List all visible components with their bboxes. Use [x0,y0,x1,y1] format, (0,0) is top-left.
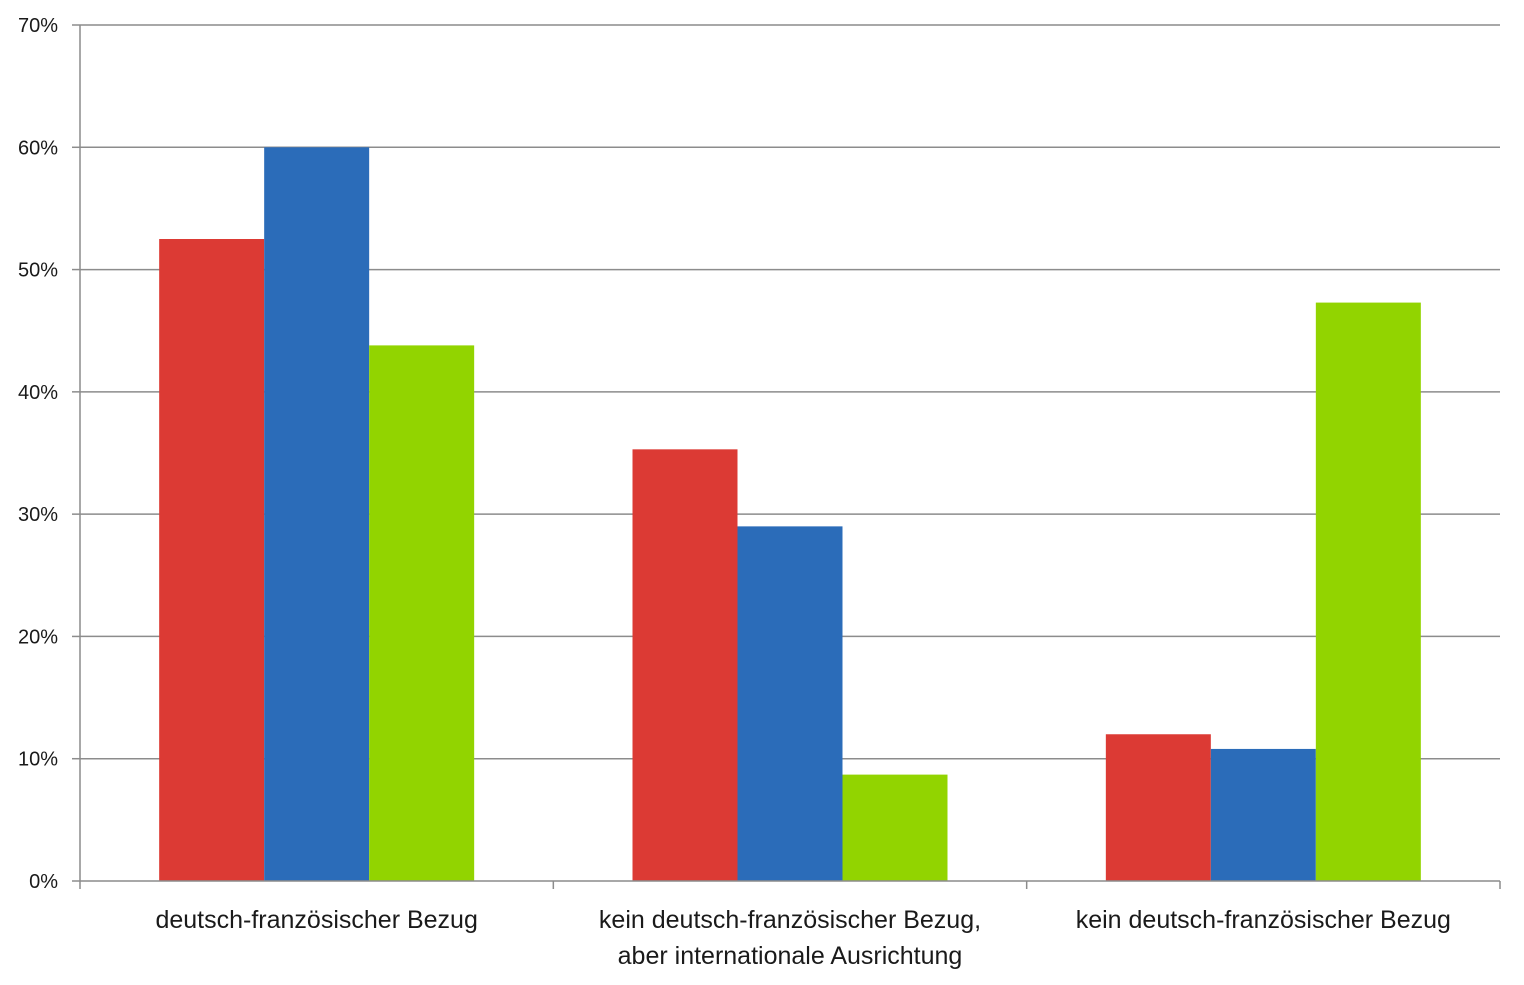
y-axis-tick-labels: 0% 10% 20% 30% 40% 50% 60% 70% [18,15,58,893]
y-tick-label: 70% [18,15,58,37]
bar [632,449,738,881]
y-tick-label: 20% [18,626,58,648]
x-category-label: kein deutsch-französischer Bezug, [599,906,981,934]
y-tick-label: 30% [18,504,58,526]
x-category-label: kein deutsch-französischer Bezug [1076,906,1451,934]
bar [737,526,843,881]
y-tick-label: 50% [18,260,58,282]
bar [1105,734,1211,881]
x-axis-category-labels: deutsch-französischer Bezug kein deutsch-… [155,906,1450,970]
bar [264,147,370,882]
y-tick-label: 60% [18,137,58,159]
bar [369,345,475,882]
axes [72,24,1501,889]
bar [159,239,265,881]
bar [842,774,948,881]
x-category-label: aber internationale Ausrichtung [618,942,963,970]
bar [1315,302,1421,881]
y-tick-label: 40% [18,382,58,404]
bars [159,147,1421,882]
bar [1210,748,1316,881]
y-tick-label: 10% [18,749,58,771]
x-category-label: deutsch-französischer Bezug [155,906,477,934]
y-tick-label: 0% [29,871,58,893]
